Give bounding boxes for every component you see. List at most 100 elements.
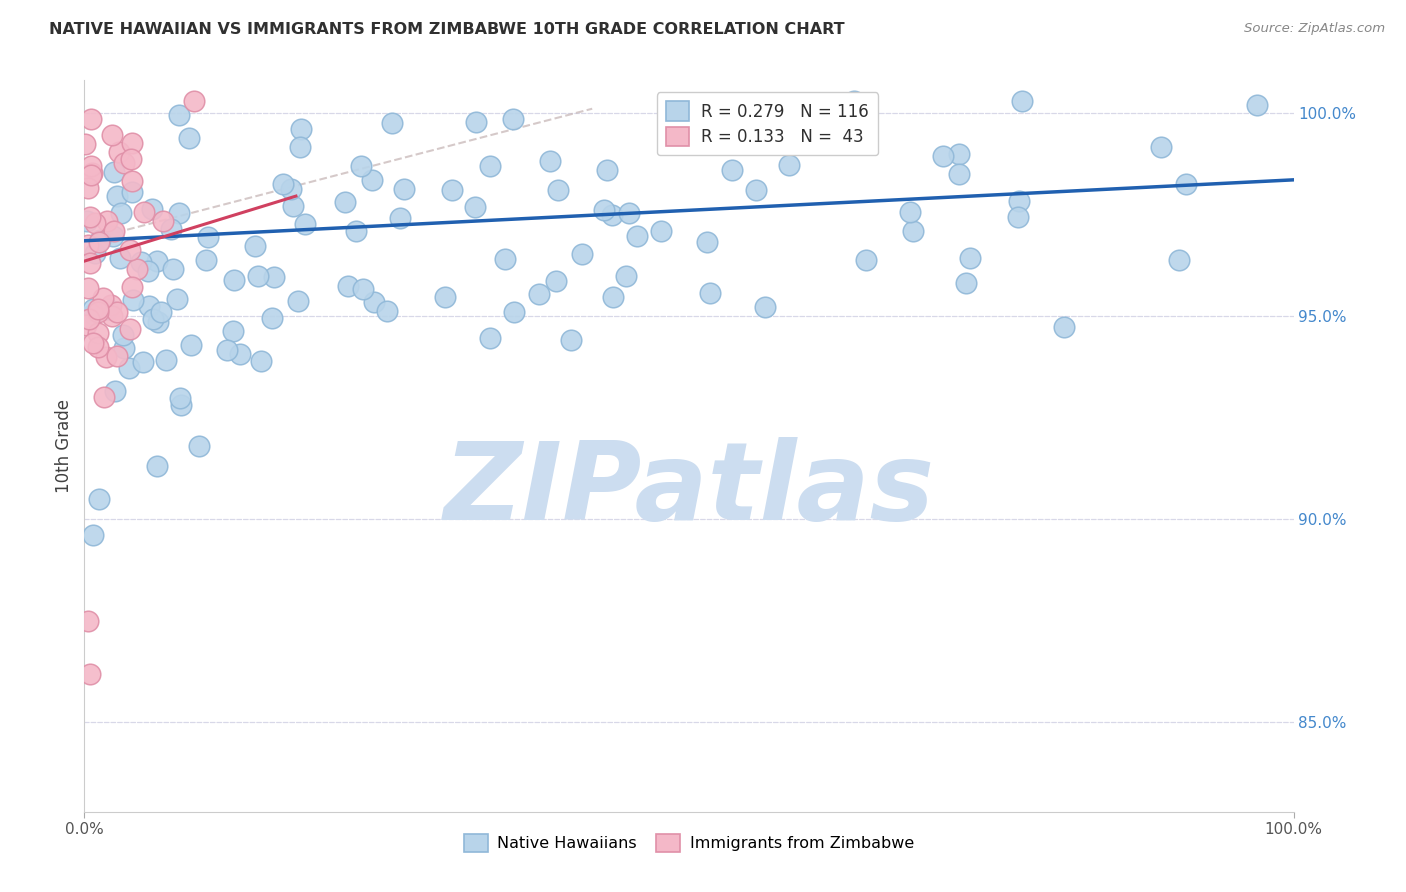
Point [699, 286, 721, 301]
Point [745, 183, 768, 197]
Point [79, 255, 101, 269]
Point [145, 254, 167, 268]
Point [112, 341, 135, 355]
Point [494, 252, 516, 267]
Text: ZIPatlas: ZIPatlas [443, 437, 935, 543]
Point [94, 350, 117, 364]
Point [335, 195, 357, 210]
Point [79, 168, 101, 182]
Point [112, 156, 135, 170]
Point [160, 221, 183, 235]
Point [1007, 210, 1029, 224]
Point [600, 208, 623, 222]
Point [83, 216, 105, 230]
Point [76, 214, 98, 228]
Point [901, 224, 924, 238]
Point [721, 163, 744, 178]
Point [336, 279, 359, 293]
Point [290, 121, 312, 136]
Point [770, 136, 793, 150]
Point [250, 354, 273, 368]
Y-axis label: 10th Grade: 10th Grade [55, 399, 73, 493]
Point [148, 314, 170, 328]
Point [441, 183, 464, 197]
Point [100, 298, 122, 312]
Point [350, 159, 373, 173]
Point [96, 213, 118, 227]
Point [195, 252, 218, 267]
Point [381, 116, 404, 130]
Point [617, 206, 640, 220]
Point [101, 228, 124, 243]
Legend: Native Hawaiians, Immigrants from Zimbabwe: Native Hawaiians, Immigrants from Zimbab… [457, 828, 921, 859]
Point [392, 182, 415, 196]
Point [344, 224, 367, 238]
Point [141, 202, 163, 216]
Point [222, 324, 245, 338]
Point [97, 301, 120, 316]
Point [108, 145, 131, 159]
Point [91, 291, 114, 305]
Point [478, 159, 501, 173]
Point [433, 290, 456, 304]
Point [77, 614, 100, 628]
Point [110, 206, 132, 220]
Point [271, 177, 294, 191]
Point [146, 459, 169, 474]
Point [602, 290, 624, 304]
Point [82, 301, 104, 316]
Point [121, 153, 143, 167]
Point [464, 200, 486, 214]
Point [948, 146, 970, 161]
Point [89, 233, 111, 247]
Point [280, 181, 302, 195]
Point [179, 130, 201, 145]
Point [593, 202, 616, 217]
Point [245, 239, 267, 253]
Point [87, 305, 110, 319]
Point [616, 268, 638, 283]
Point [111, 327, 134, 342]
Point [844, 94, 866, 108]
Point [101, 128, 124, 143]
Point [80, 112, 103, 126]
Point [503, 305, 526, 319]
Point [197, 230, 219, 244]
Point [778, 159, 800, 173]
Point [136, 264, 159, 278]
Point [170, 398, 193, 412]
Point [246, 268, 269, 283]
Point [87, 491, 110, 506]
Point [465, 115, 488, 129]
Point [110, 251, 132, 265]
Point [188, 439, 211, 453]
Point [898, 204, 921, 219]
Point [149, 305, 172, 319]
Point [103, 165, 125, 179]
Point [100, 309, 122, 323]
Point [479, 331, 502, 345]
Point [105, 305, 128, 319]
Point [217, 343, 239, 358]
Point [294, 217, 316, 231]
Point [502, 112, 524, 126]
Point [122, 293, 145, 308]
Point [363, 295, 385, 310]
Point [596, 162, 619, 177]
Point [134, 204, 156, 219]
Point [287, 294, 309, 309]
Point [93, 390, 115, 404]
Point [754, 301, 776, 315]
Point [77, 311, 100, 326]
Point [132, 355, 155, 369]
Point [77, 280, 100, 294]
Point [87, 301, 110, 316]
Point [388, 211, 411, 225]
Point [79, 666, 101, 681]
Point [84, 246, 107, 260]
Point [167, 206, 190, 220]
Point [142, 311, 165, 326]
Point [948, 167, 970, 181]
Point [87, 340, 110, 354]
Point [167, 108, 190, 122]
